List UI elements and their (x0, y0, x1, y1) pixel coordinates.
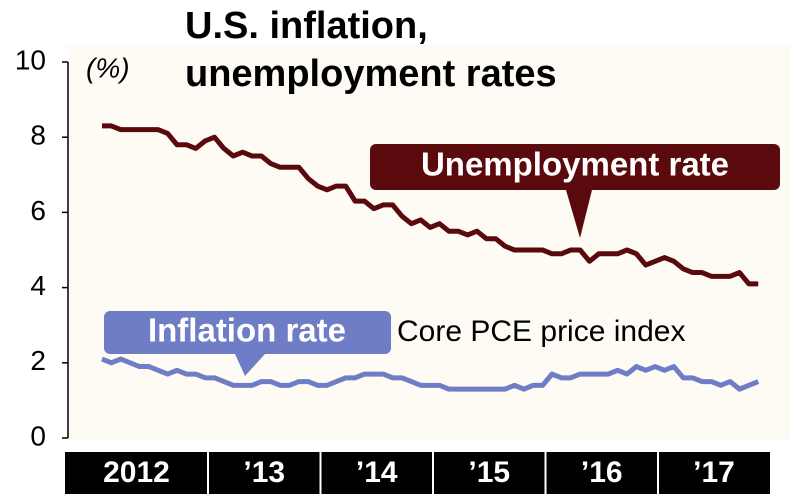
series-label: Inflation rate (148, 312, 346, 349)
inflation-callout (104, 311, 391, 376)
x-tick-label: ’14 (356, 456, 398, 489)
x-tick-label: ’17 (693, 456, 735, 489)
y-tick-label: 6 (30, 195, 46, 226)
y-tick-label: 0 (30, 420, 46, 451)
annotation: Core PCE price index (397, 315, 685, 348)
x-tick-label: ’15 (468, 456, 510, 489)
y-tick-label: 4 (30, 270, 46, 301)
y-unit: (%) (86, 52, 130, 83)
x-tick-label: 2012 (103, 456, 170, 489)
series-line (102, 123, 759, 287)
y-tick-label: 8 (30, 120, 46, 151)
unemployment-callout (370, 144, 780, 238)
x-axis-band (65, 452, 770, 494)
x-tick-label: ’13 (243, 456, 285, 489)
y-tick-label: 10 (15, 44, 46, 75)
y-tick-label: 2 (30, 345, 46, 376)
series-label: Unemployment rate (421, 146, 729, 183)
series-line (101, 356, 760, 392)
plot-area (68, 45, 790, 440)
chart-title: unemployment rates (185, 53, 557, 95)
x-tick-label: ’16 (581, 456, 623, 489)
chart-title: U.S. inflation, (185, 5, 428, 47)
